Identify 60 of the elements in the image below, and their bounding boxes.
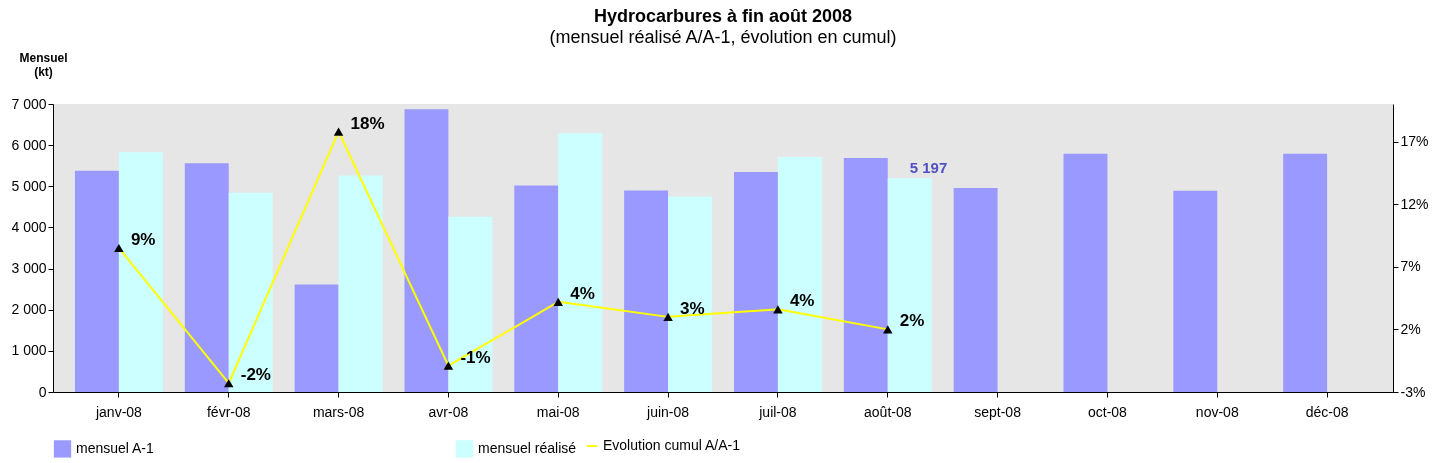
bar (294, 284, 339, 392)
bar (1173, 190, 1218, 392)
x-tick-label: févr-08 (206, 403, 251, 420)
y-axis-title: Mensuel (kt) (19, 50, 68, 79)
x-tick-label: déc-08 (1305, 403, 1349, 420)
y2-tick-label: -3% (1400, 383, 1426, 400)
bar (1063, 153, 1108, 392)
data-label: -2% (240, 365, 271, 385)
y-tick-label: 2 000 (11, 301, 47, 318)
bar (733, 171, 778, 392)
legend-label: mensuel A-1 (76, 439, 155, 456)
y-tick-label: 0 (38, 383, 47, 400)
x-tick-label: mai-08 (536, 403, 580, 420)
y-tick-label: 6 000 (11, 136, 47, 153)
data-label: 9% (130, 230, 156, 249)
bar (184, 163, 229, 392)
bar (404, 109, 449, 392)
data-label: 18% (350, 113, 385, 133)
x-tick-label: oct-08 (1087, 403, 1128, 420)
legend-label: Evolution cumul A/A-1 (603, 437, 741, 453)
bar (777, 157, 822, 392)
data-label: 4% (570, 283, 595, 303)
bar (843, 157, 888, 392)
data-label: 5 197 (909, 159, 948, 177)
data-label: 4% (789, 291, 815, 311)
bar (338, 175, 383, 392)
data-label: 3% (680, 298, 705, 318)
bar (448, 216, 493, 392)
y2-tick-label: 2% (1400, 320, 1421, 337)
chart-title: Hydrocarbures à fin août 2008 (593, 6, 853, 26)
bar (1283, 153, 1328, 392)
x-tick-label: sept-08 (974, 403, 1022, 420)
y-tick-label: 5 000 (11, 177, 47, 194)
y-tick-label: 4 000 (11, 218, 47, 235)
y2-tick-label: 7% (1400, 258, 1421, 275)
bar (668, 196, 713, 392)
bar (558, 133, 603, 392)
x-tick-label: janv-08 (94, 403, 143, 420)
x-tick-label: juil-08 (758, 403, 797, 420)
bar (953, 187, 998, 392)
y-tick-label: 1 000 (11, 342, 47, 359)
legend-label: mensuel réalisé (478, 439, 577, 456)
y2-tick-label: 12% (1400, 195, 1429, 212)
y-tick-label: 3 000 (11, 260, 47, 277)
chart-subtitle: (mensuel réalisé A/A-1, évolution en cumul) (549, 27, 897, 47)
x-tick-label: mars-08 (312, 403, 365, 420)
bar (118, 152, 163, 392)
y-tick-label: 7 000 (11, 95, 47, 112)
bar (228, 192, 273, 392)
bar (887, 178, 932, 392)
bar (74, 170, 119, 392)
x-tick-label: juin-08 (646, 403, 690, 420)
y2-tick-label: 17% (1400, 133, 1429, 150)
x-tick-label: août-08 (864, 403, 912, 420)
bar (514, 185, 559, 392)
x-tick-label: nov-08 (1195, 403, 1239, 420)
data-label: -1% (460, 347, 491, 367)
x-tick-label: avr-08 (428, 403, 469, 420)
data-label: 2% (899, 311, 925, 331)
bar (624, 190, 669, 392)
